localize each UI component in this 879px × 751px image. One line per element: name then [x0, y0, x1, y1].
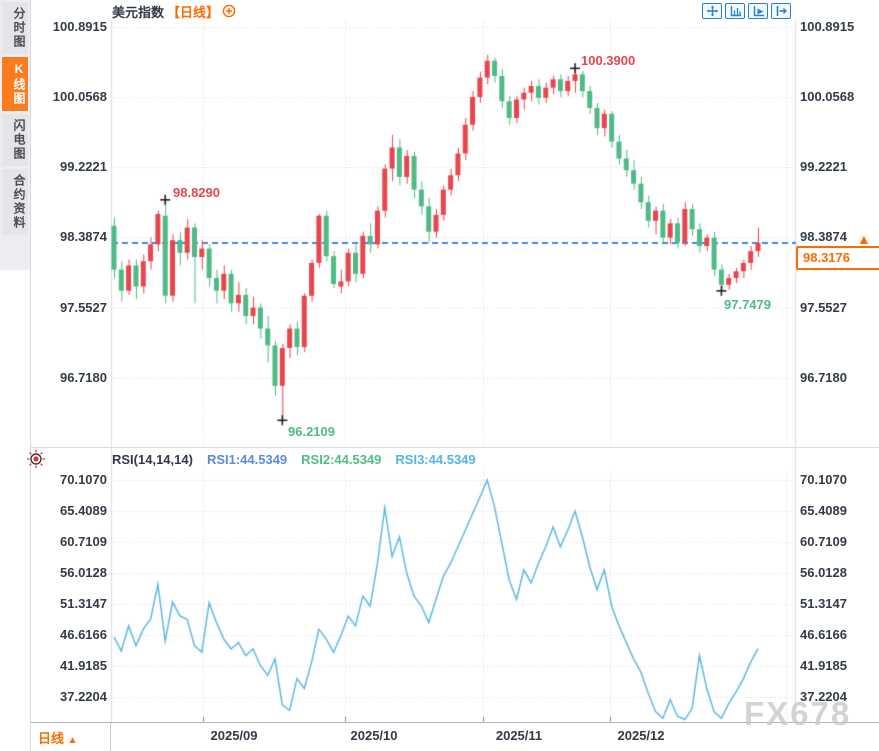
axis-label: 46.6166: [60, 627, 107, 642]
axis-label: 100.0568: [800, 89, 855, 104]
high-annotation: 98.8290: [173, 185, 220, 200]
axis-label: 41.9185: [800, 658, 847, 673]
axis-label: 100.0568: [52, 89, 107, 104]
low-annotation: 96.2109: [288, 424, 335, 439]
axis-label: 70.1070: [60, 472, 107, 487]
axis-label: 37.2204: [800, 689, 847, 704]
axis-label: 98.3874: [60, 229, 107, 244]
month-tick-label: 2025/12: [617, 728, 665, 743]
axis-label: 51.3147: [60, 596, 107, 611]
period-cell-divider: [110, 723, 111, 751]
rsi2-value: RSI2:44.5349: [301, 452, 382, 467]
chart-header: 美元指数 【日线】: [112, 2, 236, 20]
add-indicator-icon[interactable]: [222, 4, 236, 18]
low-annotation: 97.7479: [724, 297, 771, 312]
rsi3-value: RSI3:44.5349: [395, 452, 476, 467]
sidebar-tab-group: 分时图 K线图 闪电图 合约资料: [0, 0, 30, 270]
xaxis-divider: [0, 722, 879, 723]
axis-label: 41.9185: [60, 658, 107, 673]
axis-label: 65.4089: [60, 503, 107, 518]
axis-label: 99.2221: [60, 159, 107, 174]
last-price-box: 98.3176: [796, 246, 879, 270]
axis-label: 70.1070: [800, 472, 847, 487]
axis-label: 46.6166: [800, 627, 847, 642]
sidebar-tab-kline-chart[interactable]: K线图: [2, 57, 28, 111]
period-selector[interactable]: 日线 ▲: [38, 728, 78, 747]
period-tag: 【日线】: [167, 4, 220, 20]
axis-label: 56.0128: [60, 565, 107, 580]
indicator-settings-icon[interactable]: [26, 449, 46, 474]
rsi1-value: RSI1:44.5349: [206, 452, 288, 467]
period-selector-label: 日线: [38, 731, 65, 746]
axis-label: 51.3147: [800, 596, 847, 611]
axis-label: 96.7180: [800, 370, 847, 385]
symbol-title: 美元指数: [112, 4, 165, 20]
period-selector-arrow-icon: ▲: [67, 735, 78, 746]
sidebar-tab-contract-info[interactable]: 合约资料: [2, 169, 28, 235]
month-tick-label: 2025/11: [495, 728, 543, 743]
goto-latest-icon[interactable]: [771, 3, 791, 19]
auto-play-icon[interactable]: [748, 3, 768, 19]
axis-label: 100.8915: [52, 19, 107, 34]
month-tick-label: 2025/09: [210, 728, 258, 743]
axis-label: 97.5527: [800, 300, 847, 315]
rsi-header: RSI(14,14,14) RSI1:44.5349 RSI2:44.5349 …: [112, 452, 476, 467]
watermark: FX678: [744, 695, 852, 732]
pan-icon[interactable]: [702, 3, 722, 19]
chart-toolbar: [702, 3, 791, 19]
rsi-indicator-name: RSI(14,14,14): [112, 452, 193, 467]
axis-label: 37.2204: [60, 689, 107, 704]
axis-label: 100.8915: [800, 19, 855, 34]
sidebar-tab-time-chart[interactable]: 分时图: [2, 2, 28, 54]
axis-label: 60.7109: [800, 534, 847, 549]
axis-scale-icon[interactable]: [725, 3, 745, 19]
panel-divider: [0, 447, 879, 448]
axis-label: 98.3874: [800, 229, 847, 244]
sidebar: 分时图 K线图 闪电图 合约资料: [0, 0, 31, 751]
sidebar-tab-lightning-chart[interactable]: 闪电图: [2, 114, 28, 166]
high-annotation: 100.3900: [581, 53, 636, 68]
month-tick-label: 2025/10: [350, 728, 398, 743]
scroll-to-latest-arrow[interactable]: ▲: [857, 231, 871, 247]
axis-label: 97.5527: [60, 300, 107, 315]
axis-label: 65.4089: [800, 503, 847, 518]
axis-label: 96.7180: [60, 370, 107, 385]
axis-label: 56.0128: [800, 565, 847, 580]
axis-label: 60.7109: [60, 534, 107, 549]
axis-label: 99.2221: [800, 159, 847, 174]
